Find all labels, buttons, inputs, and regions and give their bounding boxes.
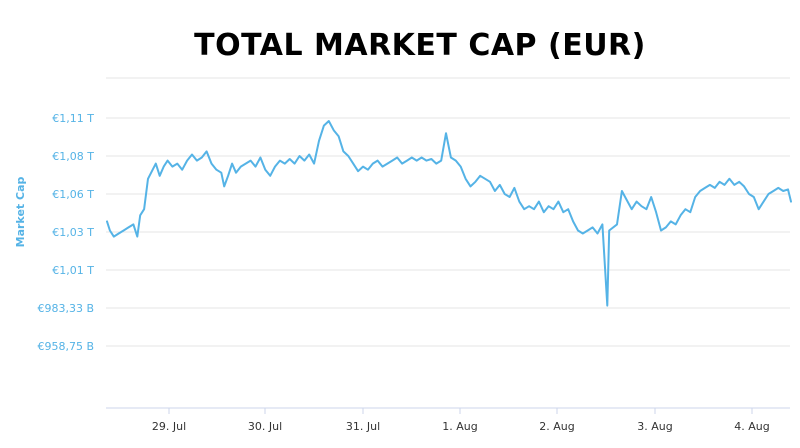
y-tick-label: €958,75 B — [37, 340, 94, 353]
x-tick-label: 2. Aug — [539, 420, 574, 433]
y-tick-label: €1,08 T — [52, 150, 94, 163]
y-axis-ticks: €1,11 T €1,08 T €1,06 T €1,03 T €1,01 T €983,… — [37, 112, 94, 353]
grid-lines — [106, 77, 790, 347]
x-axis-ticks: 29. Jul 30. Jul 31. Jul 1. Aug 2. Aug 3. Aug 4… — [106, 407, 790, 433]
series-line-0 — [106, 120, 792, 307]
x-tick-label: 4. Aug — [734, 420, 769, 433]
x-tick-label: 31. Jul — [346, 420, 380, 433]
x-tick-label: 1. Aug — [442, 420, 477, 433]
y-tick-label: €1,11 T — [52, 112, 94, 125]
chart-title: TOTAL MARKET CAP (EUR) — [194, 28, 646, 63]
x-tick-label: 29. Jul — [152, 420, 186, 433]
y-tick-label: €1,03 T — [52, 226, 94, 239]
y-tick-label: €1,06 T — [52, 188, 94, 201]
x-tick-label: 30. Jul — [248, 420, 282, 433]
series-layer — [106, 120, 792, 307]
y-tick-label: €983,33 B — [37, 302, 94, 315]
x-tick-label: 3. Aug — [637, 420, 672, 433]
y-tick-label: €1,01 T — [52, 264, 94, 277]
y-axis-label: Market Cap — [14, 177, 27, 248]
